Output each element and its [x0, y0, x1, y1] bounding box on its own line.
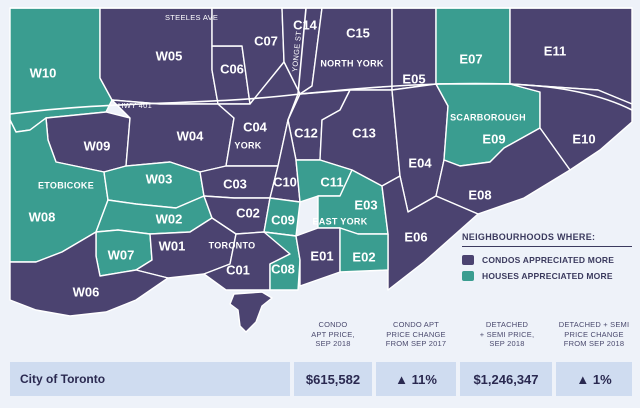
- label-north-york: NORTH YORK: [320, 58, 384, 68]
- row-condo-price: $615,582: [294, 362, 372, 396]
- row-house-price: $1,246,347: [460, 362, 552, 396]
- label-york: YORK: [234, 140, 261, 150]
- label-hwy-401: HWY 401: [118, 101, 152, 110]
- zone-label-E09: E09: [482, 131, 505, 146]
- label-yonge-st: YONGE ST: [290, 30, 303, 72]
- legend-label-condos: CONDOS APPRECIATED MORE: [482, 255, 615, 265]
- zone-label-C09: C09: [271, 212, 295, 227]
- zone-label-C04: C04: [243, 119, 268, 134]
- zone-label-W06: W06: [73, 284, 100, 299]
- row-house-change: ▲ 1%: [556, 362, 632, 396]
- zone-label-E10: E10: [572, 131, 595, 146]
- header-house-change: DETACHED + SEMI PRICE CHANGE FROM SEP 2018: [558, 320, 630, 348]
- toronto-islands: [229, 291, 273, 333]
- zone-E10[interactable]: [509, 83, 633, 171]
- zone-label-C08: C08: [271, 261, 295, 276]
- zone-label-C06: C06: [220, 61, 244, 76]
- zone-label-E06: E06: [404, 229, 427, 244]
- legend-title: NEIGHBOURHOODS WHERE:: [462, 232, 632, 247]
- zone-label-W08: W08: [29, 209, 56, 224]
- label-steeles-ave: STEELES AVE: [165, 13, 218, 22]
- zone-label-W10: W10: [30, 65, 57, 80]
- zone-W04[interactable]: [111, 99, 235, 173]
- zone-label-W09: W09: [84, 138, 111, 153]
- zone-label-W04: W04: [177, 128, 205, 143]
- zone-label-C13: C13: [352, 125, 376, 140]
- zone-label-W03: W03: [146, 171, 173, 186]
- label-toronto: TORONTO: [209, 240, 256, 250]
- zone-label-E07: E07: [459, 51, 482, 66]
- zone-label-W05: W05: [156, 48, 183, 63]
- zone-label-C02: C02: [236, 205, 260, 220]
- zone-label-W01: W01: [159, 238, 186, 253]
- zone-label-E03: E03: [354, 197, 377, 212]
- legend-swatch-condos: [462, 255, 474, 265]
- table-row: City of Toronto $615,582 ▲ 11% $1,246,34…: [0, 362, 640, 396]
- header-condo-change: CONDO APT PRICE CHANGE FROM SEP 2017: [385, 320, 447, 348]
- label-etobicoke: ETOBICOKE: [38, 180, 94, 190]
- zone-label-C12: C12: [294, 125, 318, 140]
- zone-E02[interactable]: [339, 227, 389, 273]
- legend-item-houses: HOUSES APPRECIATED MORE: [462, 271, 632, 281]
- zone-label-C15: C15: [346, 25, 370, 40]
- header-condo-price: CONDO APT PRICE, SEP 2018: [311, 320, 355, 348]
- zone-label-E05: E05: [402, 71, 425, 86]
- zone-label-E01: E01: [310, 248, 333, 263]
- legend-label-houses: HOUSES APPRECIATED MORE: [482, 271, 613, 281]
- zone-E07[interactable]: [435, 7, 511, 85]
- row-condo-change: ▲ 11%: [376, 362, 456, 396]
- legend: NEIGHBOURHOODS WHERE: CONDOS APPRECIATED…: [462, 232, 632, 287]
- zone-label-C14: C14: [293, 17, 318, 32]
- zone-label-C10: C10: [273, 174, 297, 189]
- zone-W06[interactable]: [9, 231, 169, 317]
- row-name: City of Toronto: [10, 362, 290, 396]
- zone-label-E08: E08: [468, 187, 491, 202]
- road-hwy-401: [9, 82, 633, 115]
- header-house-price: DETACHED + SEMI PRICE, SEP 2018: [479, 320, 535, 348]
- zone-label-E04: E04: [408, 155, 432, 170]
- zone-label-W02: W02: [156, 211, 183, 226]
- zone-label-E11: E11: [544, 43, 566, 58]
- zone-label-C03: C03: [223, 176, 247, 191]
- road-yonge-st: [287, 7, 307, 121]
- legend-swatch-houses: [462, 271, 474, 281]
- label-east-york: EAST YORK: [312, 216, 367, 226]
- zone-label-C07: C07: [254, 33, 278, 48]
- zone-label-W07: W07: [108, 247, 135, 262]
- zone-label-C01: C01: [226, 262, 250, 277]
- label-scarborough: SCARBOROUGH: [450, 112, 526, 122]
- zone-label-C11: C11: [320, 174, 343, 189]
- legend-item-condos: CONDOS APPRECIATED MORE: [462, 255, 632, 265]
- zone-label-E02: E02: [352, 249, 375, 264]
